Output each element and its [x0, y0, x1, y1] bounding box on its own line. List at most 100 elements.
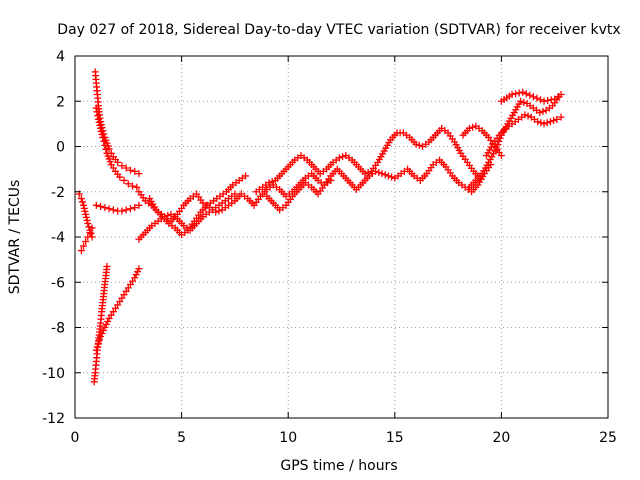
data-point-fill: [102, 145, 110, 153]
series-track-p: [497, 88, 565, 105]
data-point-fill: [132, 271, 140, 279]
y-tick-label: -8: [51, 321, 65, 337]
y-tick-label: 4: [56, 49, 65, 65]
data-point: [101, 204, 109, 212]
data-point-fill: [550, 116, 558, 124]
series-track-m: [465, 93, 563, 191]
data-point-fill: [96, 336, 104, 344]
data-point: [97, 333, 105, 341]
plot-frame: [74, 55, 609, 419]
chart-title: Day 027 of 2018, Sidereal Day-to-day VTE…: [57, 22, 620, 38]
data-point: [465, 124, 473, 132]
data-point-fill: [388, 173, 396, 181]
data-point-fill: [94, 112, 102, 120]
data-point-fill: [98, 130, 106, 138]
y-axis-label: SDTVAR / TECUs: [7, 180, 23, 295]
data-point-fill: [512, 90, 520, 98]
data-point-fill: [522, 90, 530, 98]
x-tick-label: 25: [599, 430, 617, 446]
data-point: [553, 115, 561, 123]
data-point-fill: [134, 268, 142, 276]
data-point-fill: [83, 216, 91, 224]
data-point: [131, 274, 139, 282]
data-point-fill: [536, 96, 544, 104]
data-point-fill: [524, 112, 532, 120]
data-point: [101, 324, 109, 331]
data-point: [135, 265, 143, 273]
series-track-d: [135, 190, 239, 243]
data-point-fill: [97, 127, 105, 135]
data-point-fill: [492, 144, 500, 152]
data-point: [118, 207, 126, 215]
data-point: [122, 164, 130, 172]
data-point: [131, 167, 139, 175]
data-point-fill: [104, 317, 112, 325]
series-track-l: [252, 124, 484, 196]
data-point: [384, 172, 392, 180]
data-point: [82, 210, 90, 218]
data-point-fill: [539, 107, 547, 115]
data-point-fill: [99, 327, 107, 335]
data-point: [99, 133, 107, 141]
data-point-fill: [533, 94, 541, 102]
data-point-fill: [544, 96, 552, 104]
series-track-k: [263, 156, 495, 214]
data-point: [540, 97, 548, 105]
data-point-fill: [515, 89, 523, 97]
data-point: [114, 158, 122, 166]
data-point-fill: [96, 121, 104, 129]
series-track-f: [92, 201, 143, 215]
data-point-fill: [526, 91, 534, 99]
data-point-fill: [469, 123, 477, 131]
data-point: [335, 154, 343, 162]
series-track-n: [482, 111, 565, 160]
data-point: [101, 141, 109, 149]
data-point: [497, 152, 505, 160]
data-point-fill: [85, 223, 93, 231]
data-point-fill: [415, 141, 423, 149]
x-tick-label: 20: [492, 430, 510, 446]
data-point: [92, 201, 100, 209]
data-point: [77, 247, 85, 255]
data-point: [557, 113, 565, 121]
x-tick-label: 10: [279, 430, 297, 446]
data-point: [82, 238, 90, 246]
y-tick-labels: -12 -10 -8 -6 -4 -2 0 2 4: [42, 49, 65, 427]
data-point-fill: [78, 198, 86, 206]
y-tick-label: -2: [51, 185, 65, 201]
data-point: [133, 183, 141, 191]
data-point: [265, 179, 273, 187]
data-point-fill: [93, 108, 101, 116]
data-point: [129, 182, 137, 190]
data-point: [77, 195, 85, 203]
y-tick-label: -6: [51, 275, 65, 291]
data-point: [116, 173, 124, 181]
grid: [75, 56, 608, 418]
data-point: [540, 120, 548, 128]
data-point-fill: [80, 204, 88, 212]
data-point: [517, 97, 525, 105]
data-point-fill: [381, 171, 389, 179]
data-point: [88, 224, 96, 232]
data-point: [84, 219, 92, 227]
data-point: [80, 242, 88, 250]
data-point-fill: [164, 212, 172, 220]
series-track-j: [92, 265, 143, 354]
data-point-fill: [82, 213, 90, 221]
data-point: [103, 262, 111, 270]
axis-ticks: [74, 55, 609, 419]
data-point: [135, 201, 143, 209]
y-tick-label: 2: [56, 94, 65, 110]
data-point-fill: [93, 343, 101, 351]
x-tick-label: 5: [177, 430, 186, 446]
data-point-fill: [95, 118, 103, 126]
data-point: [105, 205, 113, 213]
data-point-fill: [100, 137, 108, 145]
data-point: [126, 166, 134, 174]
data-point: [131, 204, 139, 212]
data-point: [378, 170, 386, 178]
x-tick-labels: 0 5 10 15 20 25: [71, 430, 617, 446]
data-point: [86, 228, 94, 236]
data-point-fill: [98, 330, 106, 338]
y-tick-label: -10: [42, 366, 65, 382]
